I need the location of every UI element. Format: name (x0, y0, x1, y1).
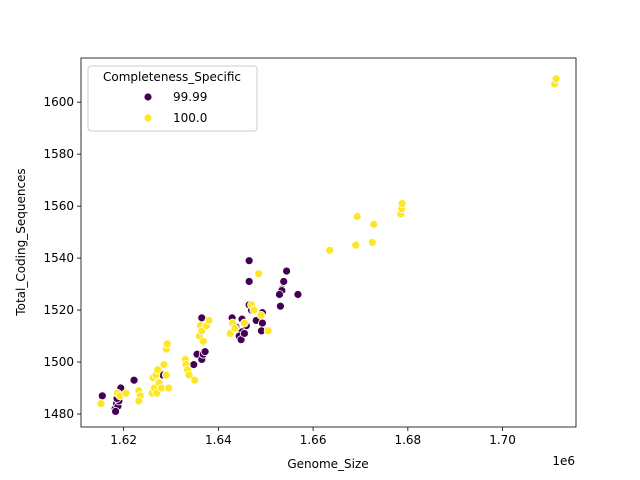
y-axis: 1480 1500 1520 1540 1560 1580 1600 (43, 95, 81, 421)
x-tick-label: 1.62 (110, 433, 137, 447)
point-99.99 (97, 391, 107, 401)
legend: Completeness_Specific 99.99 100.0 (87, 65, 258, 132)
point-100.0 (352, 212, 362, 221)
point-100.0 (230, 323, 240, 333)
point-100.0 (367, 238, 377, 247)
x-axis-label: Genome_Size (287, 457, 368, 471)
x-tick-label: 1.66 (300, 433, 327, 447)
point-100.0 (121, 388, 131, 398)
y-tick-label: 1500 (43, 355, 74, 369)
x-offset-label: 1e6 (552, 454, 575, 468)
point-100.0 (190, 375, 200, 385)
y-tick-label: 1540 (43, 251, 74, 265)
legend-marker-100.0 (143, 113, 153, 123)
legend-label-99.99: 99.99 (173, 90, 207, 104)
point-100.0 (134, 396, 144, 406)
y-tick-label: 1600 (43, 95, 74, 109)
legend-box (87, 65, 258, 132)
point-100.0 (184, 370, 194, 380)
point-100.0 (159, 360, 169, 370)
point-99.99 (200, 347, 210, 357)
point-100.0 (161, 370, 171, 380)
point-100.0 (240, 318, 249, 328)
point-99.99 (111, 407, 120, 416)
point-100.0 (153, 365, 163, 375)
y-axis-label: Total_Coding_Sequences (14, 168, 28, 316)
y-tick-label: 1520 (43, 303, 74, 317)
point-100.0 (254, 269, 264, 279)
point-100.0 (162, 339, 172, 349)
y-tick-label: 1480 (43, 407, 74, 421)
x-tick-label: 1.70 (489, 433, 516, 447)
point-99.99 (258, 318, 267, 328)
x-tick-label: 1.64 (205, 433, 232, 447)
point-100.0 (164, 383, 174, 393)
point-100.0 (369, 219, 379, 229)
point-100.0 (325, 245, 335, 255)
y-tick-label: 1560 (43, 199, 74, 213)
point-100.0 (397, 199, 407, 208)
points-layer (96, 74, 561, 416)
x-axis: 1.62 1.64 1.66 1.68 1.70 (110, 427, 516, 447)
point-100.0 (551, 74, 561, 84)
point-100.0 (96, 399, 106, 409)
point-100.0 (249, 305, 259, 315)
plot-frame (80, 57, 577, 428)
point-100.0 (198, 336, 208, 346)
point-100.0 (256, 310, 266, 320)
point-99.99 (279, 277, 289, 286)
point-99.99 (129, 375, 139, 385)
point-99.99 (244, 256, 254, 266)
y-tick-label: 1580 (43, 147, 74, 161)
point-99.99 (275, 290, 284, 299)
legend-marker-99.99 (143, 92, 153, 102)
point-99.99 (293, 290, 303, 299)
x-tick-label: 1.68 (394, 433, 421, 447)
point-99.99 (276, 301, 285, 311)
legend-label-100.0: 100.0 (173, 111, 207, 125)
point-100.0 (204, 316, 214, 325)
point-99.99 (282, 266, 291, 276)
legend-title: Completeness_Specific (103, 70, 241, 84)
point-99.99 (244, 277, 254, 286)
point-100.0 (263, 326, 273, 336)
point-100.0 (351, 240, 361, 250)
point-99.99 (240, 329, 249, 338)
